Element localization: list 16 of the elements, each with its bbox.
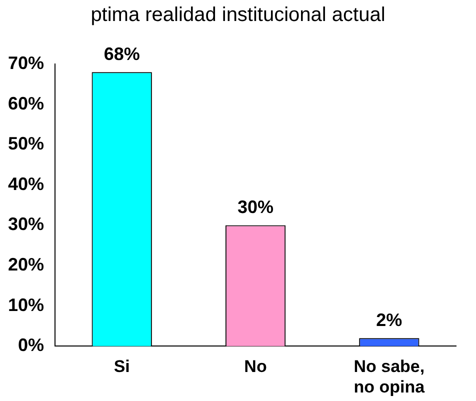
data-label: 2% [376, 310, 402, 330]
x-tick-label: No [244, 357, 267, 376]
data-label: 30% [238, 197, 274, 218]
y-tick-label: 10% [8, 294, 44, 315]
data-label: 68% [104, 44, 140, 64]
chart-title: ptima realidad institucional actual [90, 3, 386, 28]
y-tick-label: 20% [8, 254, 44, 275]
x-tick-label: Si [114, 357, 130, 376]
y-tick-label: 30% [8, 214, 44, 234]
category-label: No sabe, [354, 357, 425, 376]
y-tick-label: 60% [8, 93, 44, 114]
y-tick-label: 70% [8, 52, 44, 73]
category-label: no opina [354, 377, 425, 396]
y-tick-label: 40% [8, 174, 44, 194]
y-tick-label: 50% [8, 134, 44, 154]
y-tick-label: 0% [18, 335, 44, 356]
